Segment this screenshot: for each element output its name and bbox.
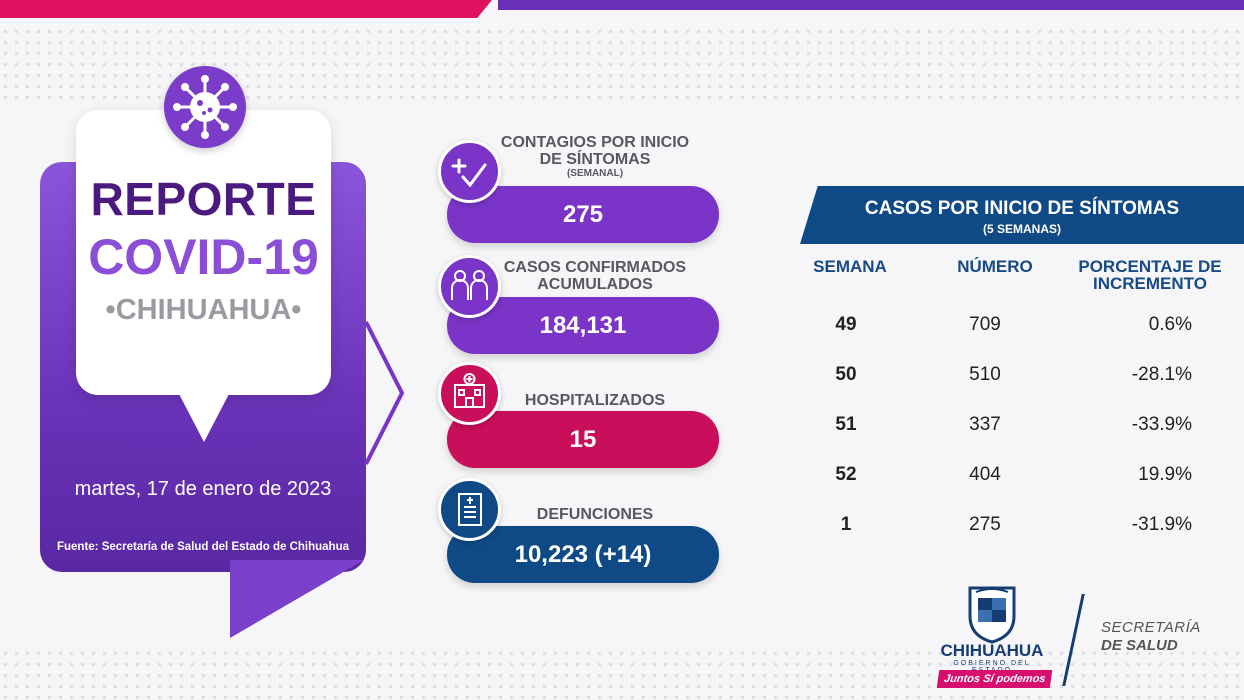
stat-sublabel-contagios: (SEMANAL)	[566, 168, 624, 179]
hospital-icon	[438, 362, 501, 425]
stat-label-confirmados: CASOS CONFIRMADOS ACUMULADOS	[503, 259, 687, 293]
column-header-semana: SEMANA	[813, 257, 887, 276]
stat-value-contagios: 275	[447, 186, 719, 243]
table-cell-number: 337	[969, 414, 1001, 435]
table-cell-week: 49	[835, 314, 857, 335]
brand-name: CHIHUAHUA	[940, 641, 1044, 660]
top-accent-bar-purple	[498, 0, 1244, 10]
virus-icon	[164, 66, 246, 148]
certificate-icon	[438, 478, 501, 541]
people-icon	[438, 255, 501, 318]
stat-value-hospitalizados: 15	[447, 411, 719, 468]
report-source: Fuente: Secretaría de Salud del Estado d…	[56, 541, 350, 553]
table-subtitle: (5 SEMANAS)	[982, 222, 1061, 236]
report-arrow-outline	[364, 321, 405, 465]
table-cell-pct: -33.9%	[1131, 414, 1192, 435]
stat-label-defunciones: DEFUNCIONES	[536, 506, 654, 523]
stat-label-contagios: CONTAGIOS POR INICIO DE SÍNTOMAS (SEMANA…	[495, 134, 695, 180]
department-label: DE SALUD	[1101, 637, 1178, 654]
stat-label-hospitalizados: HOSPITALIZADOS	[524, 392, 666, 409]
brand-slogan: Juntos Sí podemos	[936, 670, 1053, 688]
table-header-banner: CASOS POR INICIO DE SÍNTOMAS (5 SEMANAS)	[800, 186, 1244, 244]
table-cell-week: 1	[840, 514, 852, 535]
title-bubble	[76, 110, 331, 395]
report-date: martes, 17 de enero de 2023	[74, 478, 332, 500]
column-header-porcentaje: PORCENTAJE DE INCREMENTO	[1078, 257, 1222, 293]
state-shield-icon	[968, 586, 1016, 644]
report-subtitle: COVID-19	[88, 229, 319, 285]
table-cell-number: 404	[969, 464, 1001, 485]
title-bubble-tail	[178, 392, 230, 442]
table-cell-pct: -31.9%	[1131, 514, 1192, 535]
table-cell-pct: 0.6%	[1148, 314, 1192, 335]
secretaria-label: SECRETARÍA	[1101, 619, 1201, 636]
table-cell-week: 50	[835, 364, 857, 385]
table-cell-number: 510	[969, 364, 1001, 385]
table-cell-pct: 19.9%	[1138, 464, 1192, 485]
report-title: REPORTE	[90, 173, 317, 225]
dot-pattern-bottom	[0, 648, 1244, 700]
table-title: CASOS POR INICIO DE SÍNTOMAS	[864, 198, 1180, 219]
table-cell-number: 709	[969, 314, 1001, 335]
stat-value-defunciones: 10,223 (+14)	[447, 526, 719, 583]
report-state: •CHIHUAHUA•	[105, 294, 302, 326]
table-cell-week: 52	[835, 464, 857, 485]
top-accent-bar-magenta	[0, 0, 492, 18]
table-cell-week: 51	[835, 414, 857, 435]
column-header-numero: NÚMERO	[957, 257, 1033, 276]
table-cell-pct: -28.1%	[1131, 364, 1192, 385]
table-cell-number: 275	[969, 514, 1001, 535]
plus-check-icon	[438, 140, 501, 203]
